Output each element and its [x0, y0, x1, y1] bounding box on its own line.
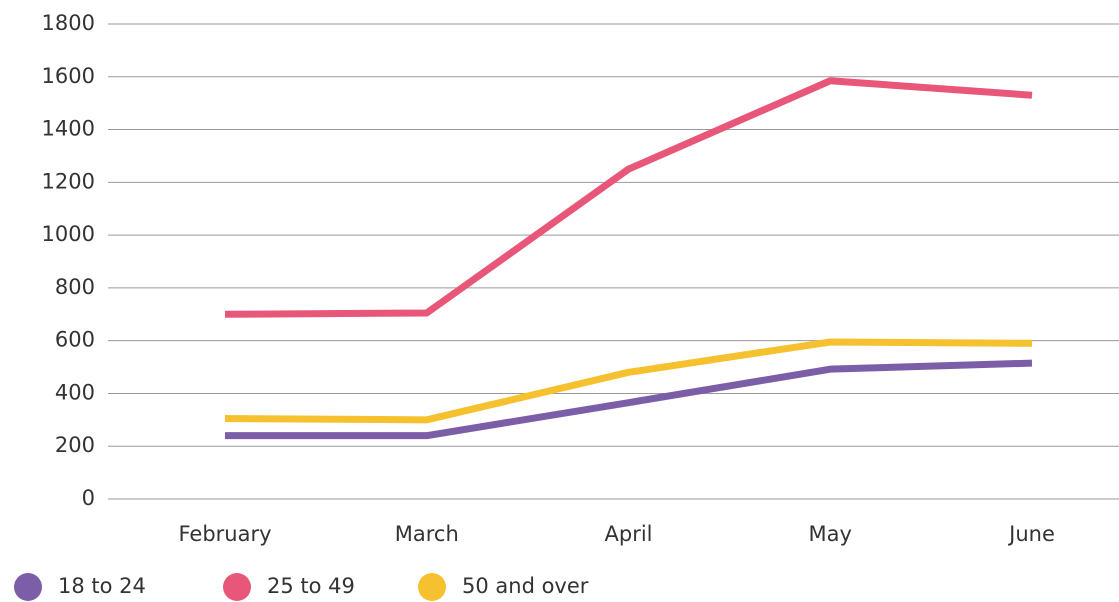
y-tick-label: 1000: [42, 222, 95, 246]
x-tick-label: June: [1007, 522, 1055, 546]
x-tick-label: February: [178, 522, 271, 546]
legend-swatch: [14, 573, 42, 601]
y-tick-label: 800: [55, 275, 95, 299]
x-tick-label: April: [605, 522, 653, 546]
y-tick-label: 1800: [42, 11, 95, 35]
legend-swatch: [418, 573, 446, 601]
legend-label: 18 to 24: [58, 574, 146, 598]
y-tick-label: 1200: [42, 169, 95, 193]
legend-swatch: [223, 573, 251, 601]
series-line: [225, 359, 1033, 440]
legend-label: 50 and over: [462, 574, 589, 598]
y-tick-label: 1600: [42, 64, 95, 88]
y-tick-label: 200: [55, 433, 95, 457]
y-tick-label: 0: [82, 486, 95, 510]
y-tick-label: 1400: [42, 117, 95, 141]
x-tick-label: May: [809, 522, 852, 546]
x-tick-label: March: [395, 522, 459, 546]
series-line: [224, 77, 1033, 318]
legend-label: 25 to 49: [267, 574, 355, 598]
y-tick-label: 400: [55, 380, 95, 404]
series-line: [224, 338, 1033, 424]
y-tick-label: 600: [55, 328, 95, 352]
